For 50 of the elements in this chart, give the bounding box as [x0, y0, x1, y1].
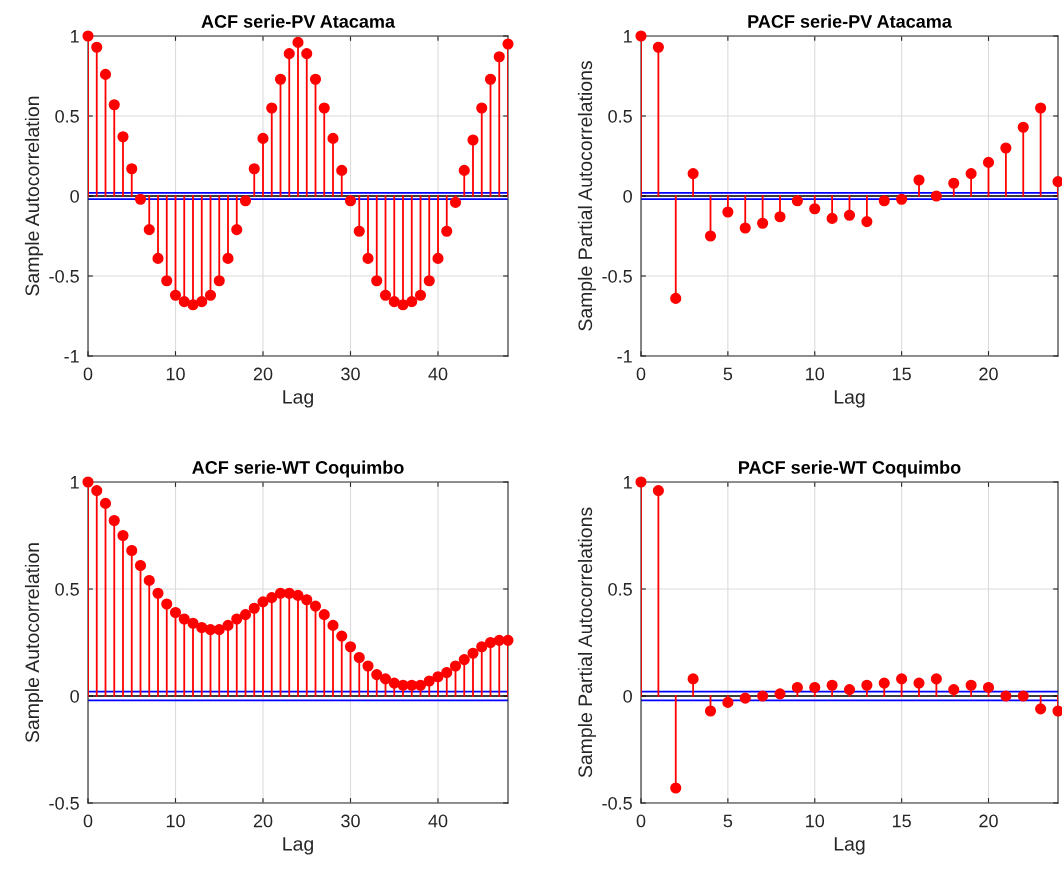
x-tick-label: 20 [979, 367, 998, 381]
x-tick-label: 10 [806, 814, 825, 828]
y-tick-label: -0.5 [602, 269, 632, 283]
x-tick-label: 30 [341, 367, 360, 381]
x-tick-label: 20 [253, 367, 273, 381]
x-tick-label: 0 [83, 814, 93, 828]
chart-title: PACF serie-WT Coquimbo [739, 460, 961, 478]
x-tick-label: 15 [892, 814, 911, 828]
y-axis-title: Sample Partial Autocorrelations [577, 61, 596, 331]
x-tick-label: 0 [636, 814, 646, 828]
y-tick-label: 0.5 [608, 582, 632, 596]
x-tick-label: 10 [806, 367, 825, 381]
chart-title: ACF serie-WT Coquimbo [192, 460, 404, 478]
x-axis-title: Lag [283, 837, 313, 855]
x-tick-label: 20 [253, 814, 273, 828]
y-tick-label: -1 [64, 350, 79, 363]
chart-title: PACF serie-PV Atacama [748, 14, 952, 28]
y-tick-label: 0 [623, 189, 632, 203]
y-tick-label: 1 [71, 30, 79, 43]
y-axis-title: Sample Autocorrelation [24, 543, 43, 743]
x-tick-label: 40 [428, 367, 448, 381]
y-tick-label: -0.5 [49, 269, 79, 283]
y-tick-label: 1 [71, 476, 79, 489]
x-tick-label: 10 [166, 367, 185, 381]
x-tick-label: 0 [636, 367, 646, 381]
x-tick-label: 5 [723, 367, 733, 381]
y-tick-label: 1 [624, 30, 632, 43]
x-axis-title: Lag [834, 837, 865, 855]
x-tick-label: 5 [723, 814, 733, 828]
x-axis-title: Lag [283, 390, 313, 408]
y-tick-label: 0.5 [55, 109, 79, 123]
y-tick-label: -1 [617, 350, 632, 363]
x-tick-label: 40 [428, 814, 448, 828]
x-axis-title: Lag [834, 390, 865, 408]
y-tick-label: 0 [623, 689, 632, 703]
chart-title: ACF serie-PV Atacama [201, 14, 396, 28]
y-axis-title: Sample Partial Autocorrelations [577, 507, 596, 778]
y-tick-label: 1 [624, 476, 632, 489]
x-tick-label: 20 [979, 814, 998, 828]
x-tick-label: 10 [166, 814, 185, 828]
y-tick-label: 0.5 [55, 582, 79, 596]
x-tick-label: 15 [892, 367, 911, 381]
x-tick-label: 30 [341, 814, 360, 828]
y-tick-label: -0.5 [49, 796, 79, 810]
y-axis-title: Sample Autocorrelation [24, 96, 43, 296]
y-tick-label: 0 [70, 189, 79, 203]
x-tick-label: 0 [83, 367, 93, 381]
y-tick-label: -0.5 [602, 796, 632, 810]
y-tick-label: 0 [70, 689, 79, 703]
y-tick-label: 0.5 [608, 109, 632, 123]
